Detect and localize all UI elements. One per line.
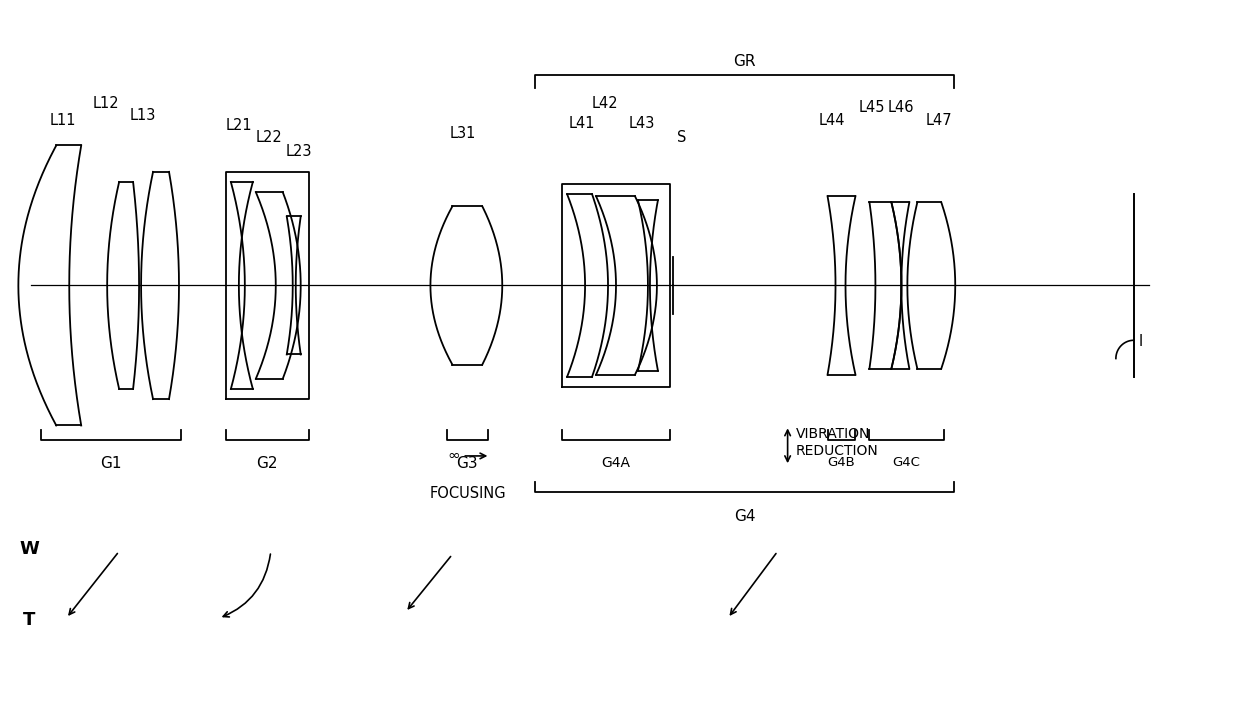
- Text: L13: L13: [130, 108, 156, 123]
- Text: I: I: [1138, 334, 1143, 349]
- Text: L42: L42: [591, 96, 619, 111]
- Text: L12: L12: [93, 96, 119, 111]
- Text: G2: G2: [255, 456, 278, 471]
- Text: GR: GR: [734, 54, 756, 69]
- Text: L46: L46: [888, 100, 915, 115]
- Text: L47: L47: [926, 113, 952, 128]
- Text: G4: G4: [734, 508, 755, 523]
- Text: L43: L43: [629, 116, 655, 131]
- Text: L45: L45: [858, 100, 884, 115]
- Text: G4B: G4B: [827, 456, 856, 469]
- Text: G3: G3: [456, 456, 479, 471]
- Text: G1: G1: [100, 456, 122, 471]
- Text: G4A: G4A: [601, 456, 630, 470]
- Text: S: S: [677, 130, 687, 145]
- Text: VIBRATION
REDUCTION: VIBRATION REDUCTION: [796, 427, 878, 458]
- Text: L22: L22: [255, 130, 283, 145]
- Text: L31: L31: [449, 126, 476, 141]
- Text: G4C: G4C: [893, 456, 920, 469]
- Text: L44: L44: [818, 113, 844, 128]
- Text: L11: L11: [50, 113, 77, 128]
- Text: L41: L41: [569, 116, 595, 131]
- Text: L23: L23: [285, 143, 312, 159]
- Text: L21: L21: [226, 118, 252, 133]
- Text: FOCUSING: FOCUSING: [430, 486, 507, 501]
- Text: ∞: ∞: [448, 448, 460, 463]
- Text: W: W: [20, 540, 40, 558]
- Text: T: T: [24, 611, 36, 630]
